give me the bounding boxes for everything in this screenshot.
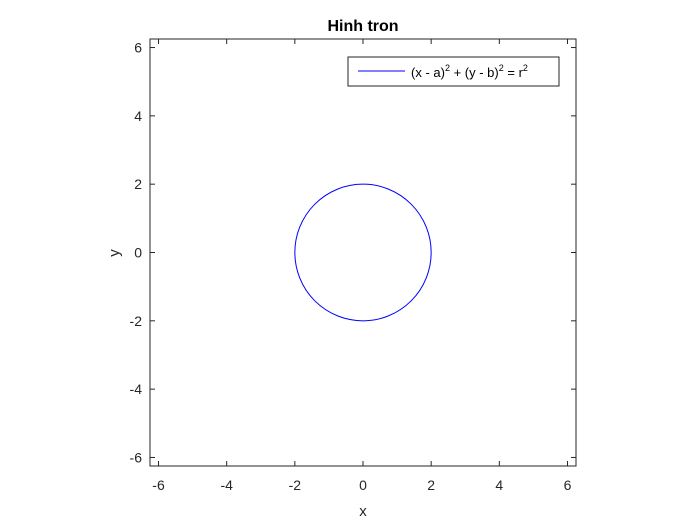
y-axis-label: y: [106, 249, 123, 257]
chart-title: Hinh tron: [327, 18, 398, 35]
series-circle: [294, 183, 432, 322]
x-tick-label: -4: [220, 477, 233, 493]
legend: (x - a)2 + (y - b)2 = r2: [347, 56, 560, 87]
legend-text-part: = r: [504, 65, 524, 80]
plot-area: -6 -4 -2 0 2 4 6 -6 -4 -2 0 2 4 6 (x - a)2 + (y - b)2 …: [130, 38, 577, 493]
x-tick-label: 0: [359, 477, 367, 493]
x-axis-label: x: [359, 503, 367, 520]
y-tick-label: 4: [134, 108, 142, 124]
y-tick-label: 6: [134, 40, 142, 56]
legend-text-part: (x - a): [411, 65, 445, 80]
x-tick-label: 2: [427, 477, 435, 493]
legend-text-part: + (y - b): [450, 65, 499, 80]
legend-superscript: 2: [499, 63, 504, 73]
legend-label: (x - a)2 + (y - b)2 = r2: [411, 63, 528, 80]
axes-box: [149, 38, 577, 467]
y-tick-label: -6: [130, 449, 143, 465]
legend-superscript: 2: [523, 63, 528, 73]
x-tick-label: 4: [495, 477, 503, 493]
legend-superscript: 2: [445, 63, 450, 73]
x-tick-label: -6: [152, 477, 165, 493]
x-tick-label: -2: [289, 477, 302, 493]
y-tick-label: -2: [130, 313, 143, 329]
y-tick-label: 0: [134, 245, 142, 261]
y-tick-label: 2: [134, 176, 142, 192]
y-tick-label: -4: [130, 381, 143, 397]
x-tick-label: 6: [564, 477, 572, 493]
